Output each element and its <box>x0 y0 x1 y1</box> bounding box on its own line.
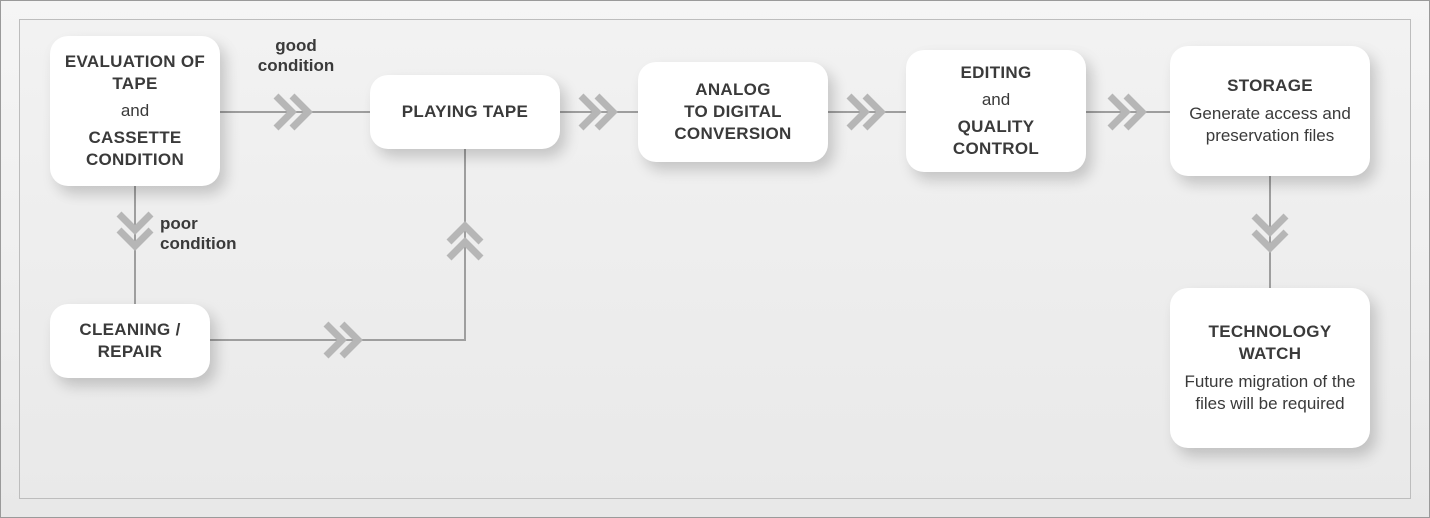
node-playing-tape: PLAYING TAPE <box>370 75 560 149</box>
edge-label-poor-condition: poor condition <box>160 214 260 255</box>
edge-label-line: condition <box>160 234 236 253</box>
node-editing-qc: EDITING and QUALITY CONTROL <box>906 50 1086 172</box>
node-cleaning-repair: CLEANING / REPAIR <box>50 304 210 378</box>
diagram-outer-frame: EVALUATION OF TAPE and CASSETTE CONDITIO… <box>0 0 1430 518</box>
node-technology-watch: TECHNOLOGY WATCH Future migration of the… <box>1170 288 1370 448</box>
edge-label-line: good <box>275 36 317 55</box>
edge-label-line: poor <box>160 214 198 233</box>
node-title-line: CONVERSION <box>674 123 791 145</box>
node-analog-to-digital: ANALOG TO DIGITAL CONVERSION <box>638 62 828 162</box>
node-title: CLEANING / REPAIR <box>60 319 200 363</box>
node-subtext: Generate access and preservation files <box>1180 103 1360 147</box>
node-and: and <box>121 101 149 121</box>
node-title-line: ANALOG <box>695 79 770 101</box>
node-title: EDITING <box>960 62 1031 84</box>
node-subtext: Future migration of the files will be re… <box>1180 371 1360 415</box>
node-storage: STORAGE Generate access and preservation… <box>1170 46 1370 176</box>
edge-label-line: condition <box>258 56 334 75</box>
edge-label-good-condition: good condition <box>246 36 346 77</box>
node-title: PLAYING TAPE <box>402 101 528 123</box>
node-title: CASSETTE CONDITION <box>60 127 210 171</box>
node-title: STORAGE <box>1227 75 1313 97</box>
node-title: EVALUATION OF TAPE <box>60 51 210 95</box>
node-title: TECHNOLOGY WATCH <box>1180 321 1360 365</box>
node-and: and <box>982 90 1010 110</box>
node-evaluation: EVALUATION OF TAPE and CASSETTE CONDITIO… <box>50 36 220 186</box>
node-title: QUALITY CONTROL <box>916 116 1076 160</box>
node-title-line: TO DIGITAL <box>684 101 782 123</box>
diagram-inner-frame: EVALUATION OF TAPE and CASSETTE CONDITIO… <box>19 19 1411 499</box>
